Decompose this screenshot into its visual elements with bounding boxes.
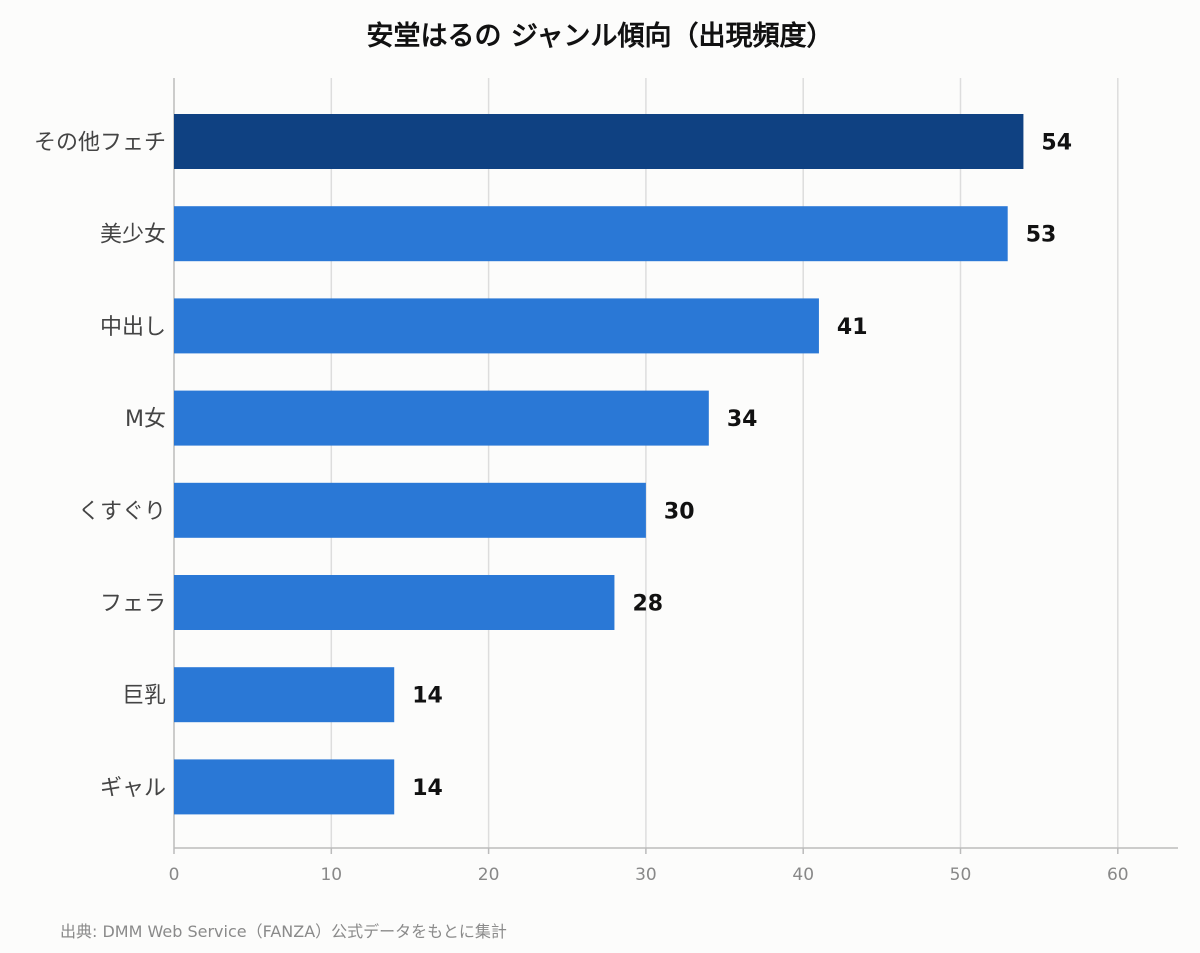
- x-tick-label: 50: [950, 865, 972, 885]
- bar: [174, 482, 646, 538]
- bar: [174, 206, 1008, 262]
- x-tick-label: 10: [320, 865, 342, 885]
- bar: [174, 759, 395, 815]
- category-label: フェラ: [100, 592, 166, 617]
- gridlines: [173, 78, 1119, 848]
- bar: [174, 575, 615, 630]
- x-tick-label: 60: [1107, 865, 1129, 885]
- category-label: ギャル: [100, 776, 166, 801]
- value-label: 14: [412, 776, 443, 801]
- category-label: M女: [125, 407, 166, 432]
- x-tick-label: 20: [478, 865, 500, 885]
- value-label: 34: [727, 407, 758, 432]
- category-label: くすぐり: [78, 499, 166, 524]
- x-tick-label: 0: [169, 865, 180, 885]
- value-label: 28: [632, 592, 663, 617]
- category-label: 美少女: [100, 223, 166, 248]
- labels: その他フェチ 54 美少女 53 中出し 41 M女 34 くすぐり 30 フェラ 28 巨乳 14 ギャル…: [34, 131, 1072, 801]
- category-label: その他フェチ: [34, 131, 166, 156]
- bar: [174, 114, 1024, 169]
- x-tick-label: 30: [635, 865, 657, 885]
- value-label: 41: [837, 315, 868, 340]
- value-label: 53: [1026, 223, 1057, 248]
- value-label: 30: [664, 499, 695, 524]
- bar: [174, 667, 395, 723]
- category-label: 中出し: [100, 315, 166, 340]
- x-axis: 0 10 20 30 40 50 60: [169, 847, 1178, 885]
- value-label: 14: [412, 684, 443, 709]
- bar: [174, 298, 819, 354]
- x-tick-label: 40: [792, 865, 814, 885]
- source-note: 出典: DMM Web Service（FANZA）公式データをもとに集計: [60, 922, 507, 941]
- value-label: 54: [1041, 131, 1072, 156]
- bar: [174, 390, 709, 446]
- category-label: 巨乳: [122, 684, 166, 709]
- bars: [174, 114, 1024, 815]
- chart-title: 安堂はるの ジャンル傾向（出現頻度）: [366, 21, 834, 52]
